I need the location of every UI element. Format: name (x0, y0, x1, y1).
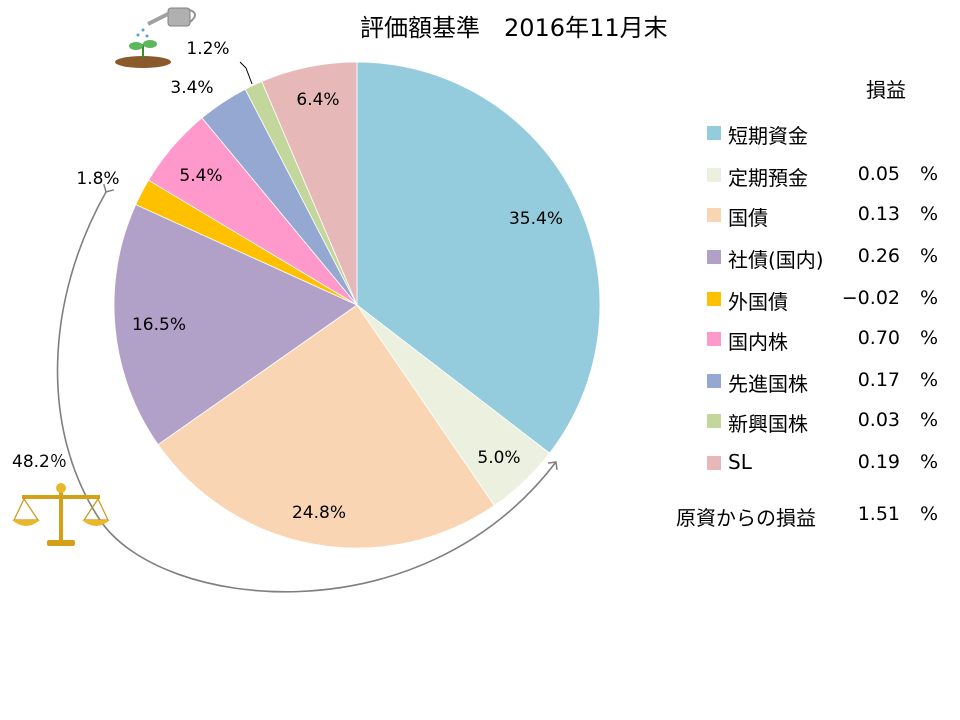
chart-title: 評価額基準 2016年11月末 (360, 14, 668, 42)
legend-value: 0.13 (857, 203, 900, 225)
legend-label: 外国債 (728, 290, 788, 314)
total-unit: % (920, 503, 939, 525)
legend-item: 短期資金 (700, 120, 960, 148)
legend-label: 国債 (728, 206, 768, 230)
legend-item: 新興国株 0.03% (700, 408, 960, 436)
legend-label: 社債(国内) (728, 248, 824, 272)
legend-item: 定期預金 0.05% (700, 162, 960, 190)
total-label: 原資からの損益 (676, 506, 816, 530)
legend-unit: % (920, 369, 939, 391)
legend-value: 0.17 (857, 369, 900, 391)
slice-label: 1.8% (76, 169, 119, 189)
legend-item: 国債 0.13% (700, 202, 960, 230)
legend: 損益 短期資金定期預金 0.05% 国債 0.13% 社債(国内) 0.26% 外国債 −0.… (676, 0, 960, 560)
legend-item: SL 0.19% (700, 450, 960, 476)
legend-label: 定期預金 (728, 166, 808, 190)
legend-value: 0.05 (857, 163, 900, 185)
slice-label: 5.0% (477, 448, 520, 468)
legend-header: 損益 (866, 78, 906, 102)
legend-unit: % (920, 287, 939, 309)
legend-value: 0.26 (857, 245, 900, 267)
slice-label: 5.4% (179, 166, 222, 186)
balance-scale-icon (12, 483, 110, 546)
annotation-arrow (56, 192, 556, 593)
legend-swatch (707, 126, 721, 140)
slice-label: 3.4% (170, 78, 213, 98)
legend-swatch (707, 456, 721, 470)
legend-swatch (707, 208, 721, 222)
legend-swatch (707, 250, 721, 264)
leader-line (239, 61, 253, 85)
legend-label: 国内株 (728, 330, 788, 354)
legend-item: 社債(国内) 0.26% (700, 244, 960, 272)
legend-item: 外国債 −0.02% (700, 286, 960, 314)
legend-label: 短期資金 (728, 124, 808, 148)
legend-unit: % (920, 163, 939, 185)
legend-unit: % (920, 409, 939, 431)
legend-label: SL (728, 450, 752, 474)
slice-label: 6.4% (296, 90, 339, 110)
legend-swatch (707, 168, 721, 182)
legend-item: 国内株 0.70% (700, 326, 960, 354)
legend-value: 0.70 (857, 327, 900, 349)
legend-unit: % (920, 451, 939, 473)
legend-swatch (707, 332, 721, 346)
annotation-label: 48.2％ (12, 452, 67, 472)
watering-can-sprout-icon (115, 7, 196, 68)
slice-label: 24.8% (292, 503, 346, 523)
legend-swatch (707, 374, 721, 388)
legend-unit: % (920, 203, 939, 225)
legend-value: −0.02 (841, 287, 900, 309)
legend-unit: % (920, 245, 939, 267)
legend-value: 0.03 (857, 409, 900, 431)
legend-unit: % (920, 327, 939, 349)
legend-value: 0.19 (857, 451, 900, 473)
slice-label: 35.4% (509, 209, 563, 229)
total-value: 1.51 (857, 503, 900, 525)
legend-swatch (707, 292, 721, 306)
legend-item: 先進国株 0.17% (700, 368, 960, 396)
legend-swatch (707, 414, 721, 428)
legend-label: 新興国株 (728, 412, 808, 436)
slice-label: 16.5% (132, 315, 186, 335)
legend-label: 先進国株 (728, 372, 808, 396)
slice-label: 1.2% (186, 39, 229, 59)
